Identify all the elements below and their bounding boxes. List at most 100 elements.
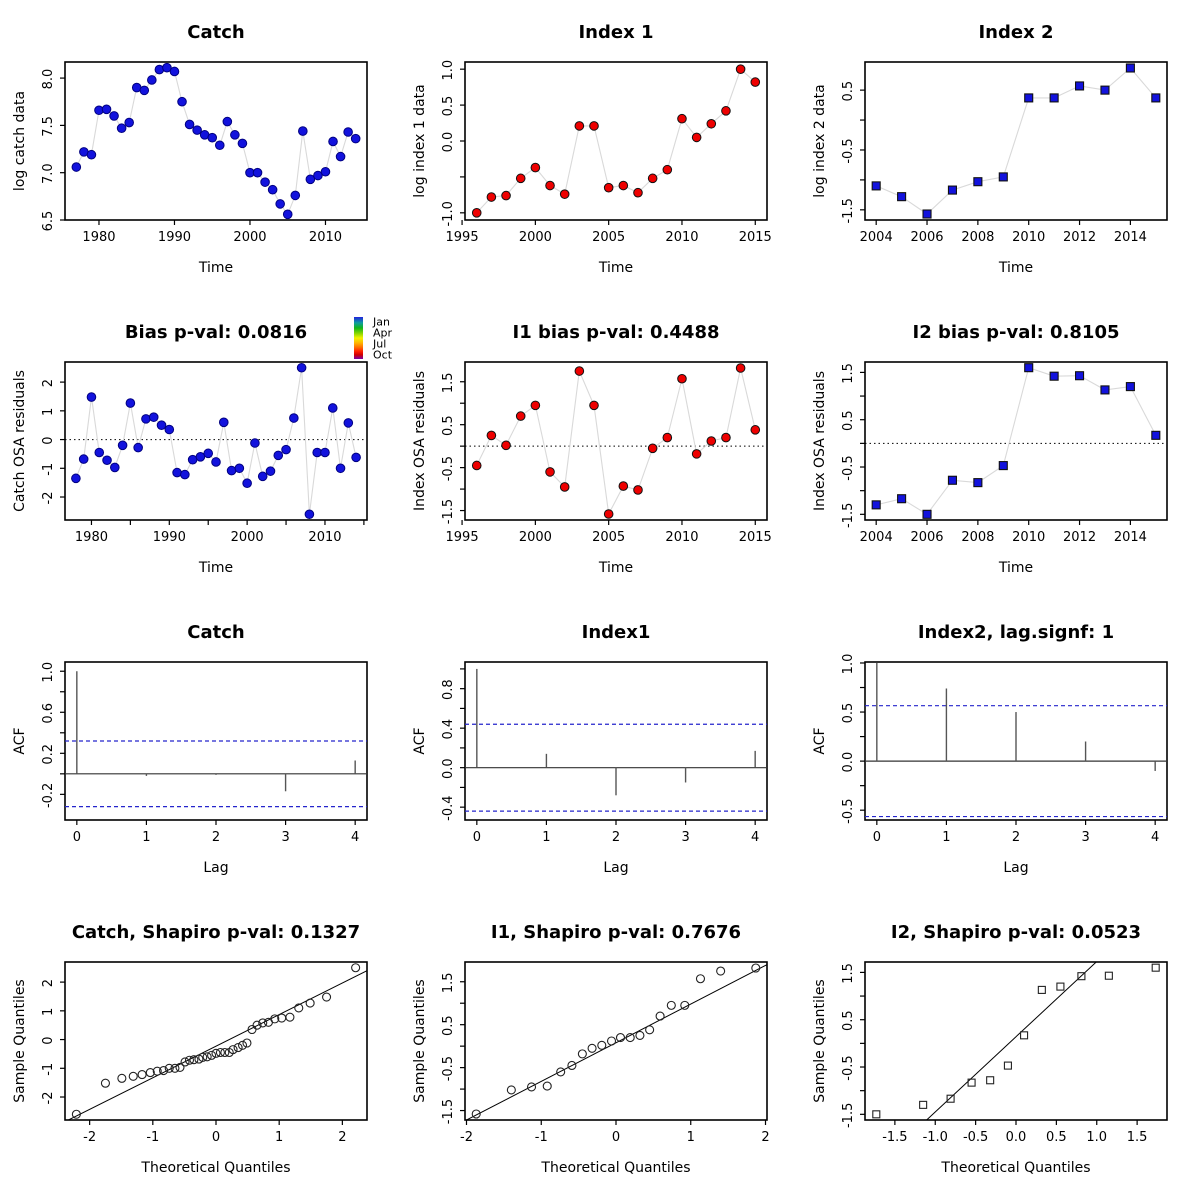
y-tick-label: 0.8 <box>441 679 456 700</box>
x-tick-label: -1 <box>146 1130 159 1145</box>
qq-point <box>967 1078 976 1087</box>
y-axis-label: Sample Quantiles <box>12 979 28 1102</box>
panel-catch-osa-residuals: Bias p-val: 0.0816 1980 1990 2000 2010 2 1 0 -1 -… <box>0 300 400 600</box>
qq-point <box>184 1055 195 1065</box>
qq-point <box>645 1025 655 1035</box>
data-point <box>214 140 225 151</box>
data-point <box>735 64 746 74</box>
panel-index1-osa-residuals: I1 bias p-val: 0.4488 1995 2000 2005 2010 201… <box>400 300 800 600</box>
y-tick-label: 1 <box>41 408 56 416</box>
y-tick-label: -2 <box>41 492 56 505</box>
data-point <box>265 466 276 476</box>
x-axis-label: Time <box>198 560 233 576</box>
legend-month-label: Apr <box>373 327 393 340</box>
panel-title: Bias p-val: 0.0816 <box>125 322 307 343</box>
y-axis-label: ACF <box>412 727 428 754</box>
data-point <box>721 106 731 116</box>
data-point <box>71 473 81 484</box>
data-point <box>304 509 315 520</box>
qq-point <box>322 992 332 1002</box>
qq-point <box>270 1014 280 1024</box>
qq-point <box>258 1018 268 1028</box>
panel-title: I2, Shapiro p-val: 0.0523 <box>891 922 1141 943</box>
y-axis-label: log catch data <box>12 91 28 191</box>
panel-title: Catch <box>187 622 244 643</box>
panel-catch-acf: Catch 0 1 2 3 4 1.0 0.6 0.2 -0.2 Lag ACF <box>0 600 400 900</box>
qq-point <box>242 1038 252 1048</box>
data-point <box>750 425 761 435</box>
y-tick-label: 2 <box>41 979 56 987</box>
qq-point <box>100 1078 110 1088</box>
y-tick-label: 2 <box>41 379 56 387</box>
panel-title: Index 1 <box>578 22 653 43</box>
qq-point <box>751 963 761 973</box>
data-point <box>1075 81 1085 91</box>
index2-acf-plot: Index2, lag.signf: 1 0 1 2 3 4 1.0 0.5 0.0 -0.5 La… <box>812 622 1168 876</box>
data-point <box>618 180 629 191</box>
data-point <box>589 400 599 411</box>
x-tick-label: 1 <box>942 830 950 845</box>
y-tick-label: 1.0 <box>841 654 856 675</box>
qq-point <box>180 1057 190 1067</box>
x-tick-label: 2012 <box>1063 230 1096 245</box>
y-tick-label: -0.5 <box>841 455 856 480</box>
x-tick-label: 1990 <box>153 530 186 545</box>
data-point <box>117 440 128 451</box>
data-point <box>313 170 323 181</box>
y-tick-label: 0.5 <box>441 1015 456 1036</box>
data-point <box>1125 63 1135 73</box>
y-tick-label: 0.5 <box>841 1010 856 1031</box>
data-point <box>116 123 127 134</box>
panel-index2-qq: I2, Shapiro p-val: 0.0523 -1.5 -1.0 -0.5 0.0… <box>800 900 1200 1200</box>
data-point <box>501 440 511 451</box>
x-tick-label: 2005 <box>592 530 625 545</box>
panel-title: I1 bias p-val: 0.4488 <box>513 322 720 343</box>
data-point <box>662 164 673 175</box>
series-connector-line <box>75 67 357 216</box>
qq-point <box>635 1030 645 1040</box>
x-tick-label: 2 <box>612 830 620 845</box>
data-point <box>897 192 907 202</box>
catch-data-plot: Catch 1980 1990 2000 2010 6.5 7.0 7.5 8.0 Time log… <box>12 22 368 276</box>
data-point <box>86 392 97 402</box>
data-point <box>1075 371 1085 381</box>
data-point <box>335 151 346 162</box>
x-tick-label: 2010 <box>309 230 342 245</box>
qq-point <box>567 1060 577 1071</box>
qq-point <box>1037 985 1046 994</box>
data-point <box>211 457 221 467</box>
x-tick-label: 1995 <box>446 230 479 245</box>
qq-reference-line <box>925 962 1097 1120</box>
x-axis-label: Lag <box>203 860 228 876</box>
x-tick-label: 2015 <box>739 530 772 545</box>
data-point <box>110 462 120 473</box>
data-point <box>320 166 331 177</box>
data-point <box>218 417 229 428</box>
y-tick-label: -0.5 <box>441 456 456 481</box>
data-point <box>647 443 658 454</box>
data-point <box>735 363 746 373</box>
data-point <box>343 418 354 428</box>
y-tick-label: 0 <box>41 1036 56 1044</box>
y-tick-label: 0.5 <box>841 703 856 724</box>
x-axis-label: Time <box>598 560 633 576</box>
qq-point <box>237 1040 248 1050</box>
x-tick-label: 2 <box>338 1130 346 1145</box>
x-tick-label: 0.0 <box>1006 1130 1027 1145</box>
data-point <box>207 132 218 143</box>
data-point <box>125 398 136 408</box>
data-point <box>133 442 143 453</box>
data-point <box>677 373 687 384</box>
data-point <box>750 77 761 87</box>
y-tick-label: -1 <box>41 463 56 476</box>
x-tick-label: -1 <box>535 1130 548 1145</box>
index1-acf-plot: Index1 0 1 2 3 4 0.8 0.4 0.0 -0.4 Lag ACF <box>412 622 768 876</box>
x-tick-label: 0 <box>612 1130 620 1145</box>
data-point <box>226 465 237 476</box>
x-axis-label: Lag <box>603 860 628 876</box>
qq-point <box>655 1011 665 1021</box>
qq-point <box>946 1094 955 1103</box>
data-point <box>267 184 278 195</box>
data-point <box>230 130 240 140</box>
qq-point <box>198 1052 208 1062</box>
